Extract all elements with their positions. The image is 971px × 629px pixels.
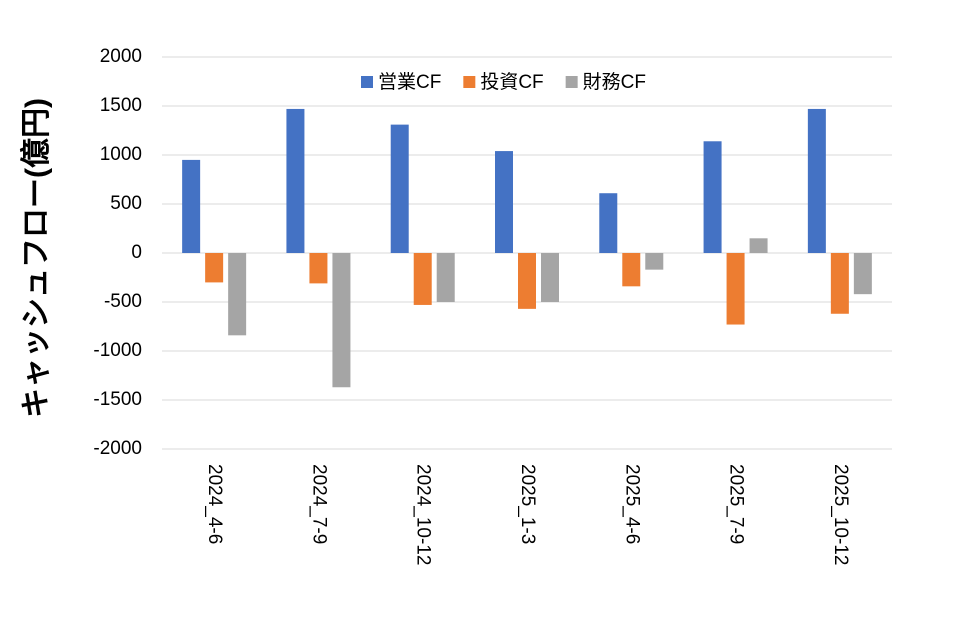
y-tick-label: -1500 (93, 389, 142, 410)
bar (332, 253, 351, 388)
bar (599, 193, 618, 253)
x-tick-label: 2025_7-9 (726, 464, 747, 544)
bar (703, 141, 722, 253)
y-tick-label: 1500 (100, 95, 142, 116)
y-tick-label: -500 (104, 291, 142, 312)
bar (286, 108, 305, 253)
x-tick-label: 2025_1-3 (517, 464, 538, 544)
bar (749, 238, 768, 253)
bar (228, 253, 247, 336)
x-tick-label: 2025_10-12 (830, 464, 851, 565)
bar (853, 253, 872, 295)
legend-label: 財務CF (583, 71, 646, 93)
bar (807, 108, 826, 253)
bar (413, 253, 432, 305)
y-tick-label: -2000 (93, 438, 142, 459)
y-axis-title: キャッシュフロー(億円) (20, 98, 53, 418)
bar (622, 253, 641, 287)
legend-swatch (463, 76, 476, 88)
legend-label: 営業CF (378, 71, 441, 93)
bar (541, 253, 559, 302)
legend-swatch (361, 76, 373, 88)
y-tick-label: 2000 (100, 46, 142, 67)
legend-swatch (565, 76, 578, 88)
y-tick-label: 500 (110, 193, 142, 214)
x-tick-label: 2024_10-12 (413, 464, 434, 565)
bar (518, 253, 536, 309)
bar (309, 253, 328, 284)
bar (436, 253, 455, 302)
bar (645, 253, 664, 270)
bar (390, 124, 409, 254)
y-tick-label: -1000 (93, 340, 142, 361)
bar (182, 159, 201, 253)
bar (495, 151, 513, 253)
legend-label: 投資CF (480, 71, 543, 93)
bar (726, 253, 745, 325)
y-tick-label: 0 (131, 242, 142, 263)
bar (205, 253, 224, 283)
x-tick-label: 2025_4-6 (621, 464, 642, 544)
x-tick-label: 2024_4-6 (204, 464, 225, 544)
y-tick-label: 1000 (100, 144, 142, 165)
x-tick-label: 2024_7-9 (308, 464, 329, 544)
bar (830, 253, 849, 314)
